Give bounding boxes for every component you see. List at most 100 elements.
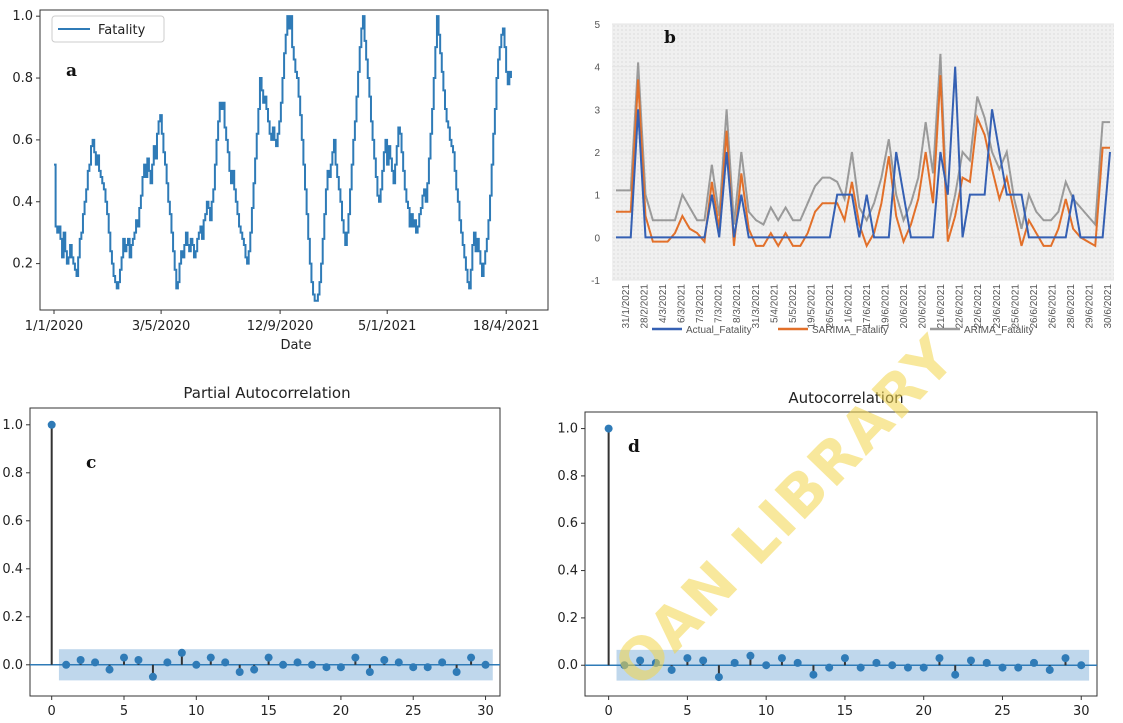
stem-marker xyxy=(134,656,143,664)
stem-marker xyxy=(308,660,316,669)
y-tick-label: 0.6 xyxy=(2,514,23,529)
stem-marker xyxy=(1014,663,1023,672)
x-tick-label: 26/6/2021 xyxy=(1047,284,1058,329)
series-line-actual_fatality xyxy=(616,66,1111,239)
stem-marker xyxy=(192,660,201,669)
y-tick-label: 0.8 xyxy=(2,466,23,481)
x-tick-label: 22/6/2021 xyxy=(955,284,966,329)
y-tick-label: 0.8 xyxy=(12,71,33,86)
stem-marker xyxy=(699,656,708,665)
x-tick-label: 1/6/2021 xyxy=(843,284,854,323)
x-tick-label: 15 xyxy=(837,704,854,719)
panel-a-legend-label: Fatality xyxy=(98,23,146,38)
stem-marker xyxy=(62,660,71,669)
panel-c-plot-area xyxy=(29,407,501,697)
y-tick-label: 0 xyxy=(594,233,600,244)
stem-marker xyxy=(888,661,897,670)
y-tick-label: 0.0 xyxy=(557,658,578,673)
y-tick-label: 3 xyxy=(594,105,600,116)
stem-marker xyxy=(872,658,881,667)
panel-a-letter: a xyxy=(66,61,77,81)
y-tick-label: -1 xyxy=(591,276,600,287)
x-tick-label: 0 xyxy=(48,704,56,719)
panel-c-title: Partial Autocorrelation xyxy=(183,384,350,402)
x-tick-label: 22/6/2021 xyxy=(973,284,984,329)
stem-marker xyxy=(163,658,172,667)
x-tick-label: 3/5/2020 xyxy=(132,319,190,334)
y-tick-label: 0.6 xyxy=(12,133,33,148)
stem-marker xyxy=(636,656,645,665)
x-tick-label: 28/6/2021 xyxy=(1066,284,1077,329)
stem-marker xyxy=(809,670,818,679)
x-tick-label: 5/5/2021 xyxy=(788,284,799,323)
x-tick-label: 1/1/2020 xyxy=(25,319,83,334)
stem-marker xyxy=(467,653,476,662)
stem-marker xyxy=(793,658,802,667)
stem-marker xyxy=(423,663,432,672)
y-tick-label: 0.4 xyxy=(2,562,23,577)
stem-marker xyxy=(452,668,461,676)
y-tick-label: 1 xyxy=(594,191,600,202)
stem-marker xyxy=(1061,654,1070,663)
panel-a-legend-box xyxy=(51,15,165,43)
stem-marker xyxy=(998,663,1007,672)
y-tick-label: 4 xyxy=(594,63,600,74)
stem-marker xyxy=(394,658,403,667)
stem-marker xyxy=(120,653,128,662)
panel-d-title: Autocorrelation xyxy=(788,389,903,407)
panel-a-fatality-timeseries: 0.2 0.4 0.6 0.8 1.0 1/1/2020 3/5/2020 12/9/2020… xyxy=(12,9,549,353)
stem-marker xyxy=(856,663,865,672)
x-tick-label: 19/5/2021 xyxy=(806,284,817,329)
stem-marker xyxy=(1029,658,1038,667)
x-tick-label: 30/6/2021 xyxy=(1103,284,1114,329)
y-tick-label: 0.2 xyxy=(12,257,33,272)
stem-marker xyxy=(762,661,771,670)
panel-c-pacf: 0.0 0.2 0.4 0.6 0.8 1.0 0 5 10 15 20 25 30 Partial A… xyxy=(2,384,501,719)
x-tick-label: 26/5/2021 xyxy=(825,284,836,329)
stem-marker xyxy=(982,658,991,667)
legend-label-actual_fatality: Actual_Fatality xyxy=(686,325,752,336)
x-tick-label: 26/6/2021 xyxy=(1029,284,1040,329)
stem-marker xyxy=(730,658,739,667)
stem-marker xyxy=(206,653,215,662)
panel-d-acf: 0.0 0.2 0.4 0.6 0.8 1.0 0 5 10 15 20 25 30 Autocorre… xyxy=(557,389,1098,719)
x-tick-label: 10 xyxy=(758,704,775,719)
stem-marker xyxy=(336,663,345,672)
y-tick-label: 0.8 xyxy=(557,469,578,484)
panel-c-letter: c xyxy=(86,453,96,473)
stem-marker xyxy=(322,663,331,672)
y-tick-label: 1.0 xyxy=(2,418,23,433)
stem-marker xyxy=(1077,661,1086,670)
stem-marker xyxy=(91,658,100,667)
x-tick-label: 29/6/2021 xyxy=(1084,284,1095,329)
stem-marker xyxy=(620,661,629,670)
stem-marker xyxy=(604,424,613,433)
x-tick-label: 5 xyxy=(120,704,128,719)
stem-marker xyxy=(951,670,960,679)
stem-marker xyxy=(380,656,389,664)
stem-marker xyxy=(409,663,418,672)
stem-marker xyxy=(250,665,259,674)
y-tick-label: 0.4 xyxy=(557,564,578,579)
stem-marker xyxy=(235,668,244,676)
stem-marker xyxy=(264,653,273,662)
panel-a-legend: Fatality xyxy=(51,15,165,43)
panel-b-legend: Actual_Fatality SARIMA_Fatality ARIMA_Fata… xyxy=(652,325,1033,336)
x-tick-label: 7/3/2021 xyxy=(714,284,725,323)
stem-marker xyxy=(1045,665,1054,674)
stem-marker xyxy=(351,653,360,662)
stem-marker xyxy=(966,656,975,665)
stem-marker xyxy=(279,660,288,669)
x-tick-label: 31/1/2021 xyxy=(621,284,632,329)
stem-marker xyxy=(683,654,692,663)
stem-marker xyxy=(746,651,755,660)
panel-b-forecast-comparison: -1 0 1 2 3 4 5 31/1/2021 28/2/2021 4/3/2021 6/3/20… xyxy=(591,20,1114,336)
y-tick-label: 1.0 xyxy=(557,422,578,437)
x-tick-label: 25/6/2021 xyxy=(1010,284,1021,329)
x-tick-label: 20 xyxy=(915,704,932,719)
x-tick-label: 8/3/2021 xyxy=(732,284,743,323)
x-tick-label: 12/9/2020 xyxy=(247,319,314,334)
stem-marker xyxy=(76,656,85,664)
stem-marker xyxy=(840,654,849,663)
